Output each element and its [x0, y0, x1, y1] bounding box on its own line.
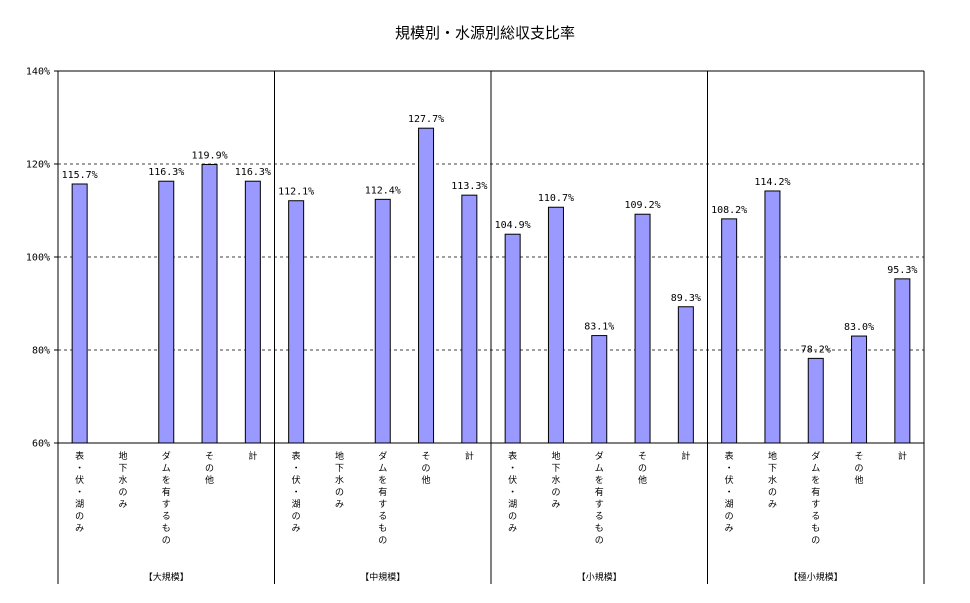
data-label: 110.7% [538, 193, 574, 204]
bar [894, 278, 911, 444]
bar [158, 180, 175, 444]
category-label: ダムを有するもの [811, 450, 820, 546]
data-label: 83.0% [844, 322, 874, 333]
data-label: 95.3% [887, 265, 917, 276]
category-label: ダムを有するもの [378, 450, 387, 546]
data-label: 115.7% [62, 170, 98, 181]
category-label: その他 [638, 451, 647, 486]
bar [288, 200, 305, 444]
data-label: 83.1% [584, 322, 614, 333]
bar [677, 306, 694, 444]
data-label: 114.2% [754, 177, 790, 188]
category-label: その他 [855, 451, 864, 486]
category-label: その他 [422, 451, 431, 486]
category-label: 地下水のみ [768, 450, 777, 510]
data-label: 108.2% [711, 205, 747, 216]
category-layer: 表・伏・湖のみ 地下水のみ ダムを有するもの その他 計【大規模】 表・伏・湖のみ 地下水の… [75, 450, 907, 583]
category-label: 表・伏・湖のみ [508, 450, 517, 534]
y-tick-label: 80% [32, 346, 50, 357]
bar [547, 206, 564, 444]
y-tick-label: 100% [26, 253, 50, 264]
category-label: 計 [248, 450, 257, 462]
label-layer: 115.7% 116.3% 119.9% 116.3% 112.1% 112.4% 127.… [62, 114, 918, 355]
group-label: 【小規模】 [577, 572, 622, 583]
category-label: 表・伏・湖のみ [75, 450, 84, 534]
bar [461, 194, 478, 444]
data-label: 127.7% [408, 114, 444, 125]
group-label: 【大規模】 [144, 571, 189, 583]
data-label: 112.4% [365, 185, 401, 196]
bar [418, 127, 435, 444]
data-label: 116.3% [235, 167, 271, 178]
category-label: 表・伏・湖のみ [292, 450, 301, 534]
group-label: 【中規模】 [360, 571, 405, 583]
category-label: 地下水のみ [335, 450, 344, 510]
category-label: 計 [465, 450, 474, 462]
category-label: 地下水のみ [118, 450, 127, 510]
category-label: ダムを有するもの [595, 450, 604, 546]
data-label: 89.3% [671, 293, 701, 304]
category-label: その他 [205, 451, 214, 486]
bar [71, 183, 88, 444]
bar-layer [71, 127, 911, 444]
bar [634, 213, 651, 444]
bar [764, 190, 781, 444]
category-label: 表・伏・湖のみ [725, 450, 734, 534]
category-label: ダムを有するもの [162, 450, 171, 546]
category-label: 計 [681, 450, 690, 462]
data-label: 116.3% [148, 167, 184, 178]
y-tick-label: 60% [32, 439, 50, 450]
category-label: 地下水のみ [551, 450, 560, 510]
bar [504, 233, 521, 444]
y-tick-label: 140% [26, 67, 50, 78]
bar [591, 335, 608, 444]
bar [721, 218, 738, 444]
data-label: 119.9% [191, 150, 227, 161]
category-label: 計 [898, 450, 907, 462]
y-tick-label: 120% [26, 160, 50, 171]
bar [201, 163, 218, 444]
data-label: 104.9% [495, 220, 531, 231]
bar [374, 198, 391, 444]
data-label: 109.2% [624, 200, 660, 211]
chart-title: 規模別・水源別総収支比率 [395, 24, 575, 42]
bar [851, 335, 868, 444]
data-label: 113.3% [451, 181, 487, 192]
bar [244, 180, 261, 444]
group-label: 【極小規模】 [789, 571, 843, 583]
data-label: 112.1% [278, 187, 314, 198]
data-label: 78.2% [801, 344, 831, 355]
bar [807, 357, 824, 444]
